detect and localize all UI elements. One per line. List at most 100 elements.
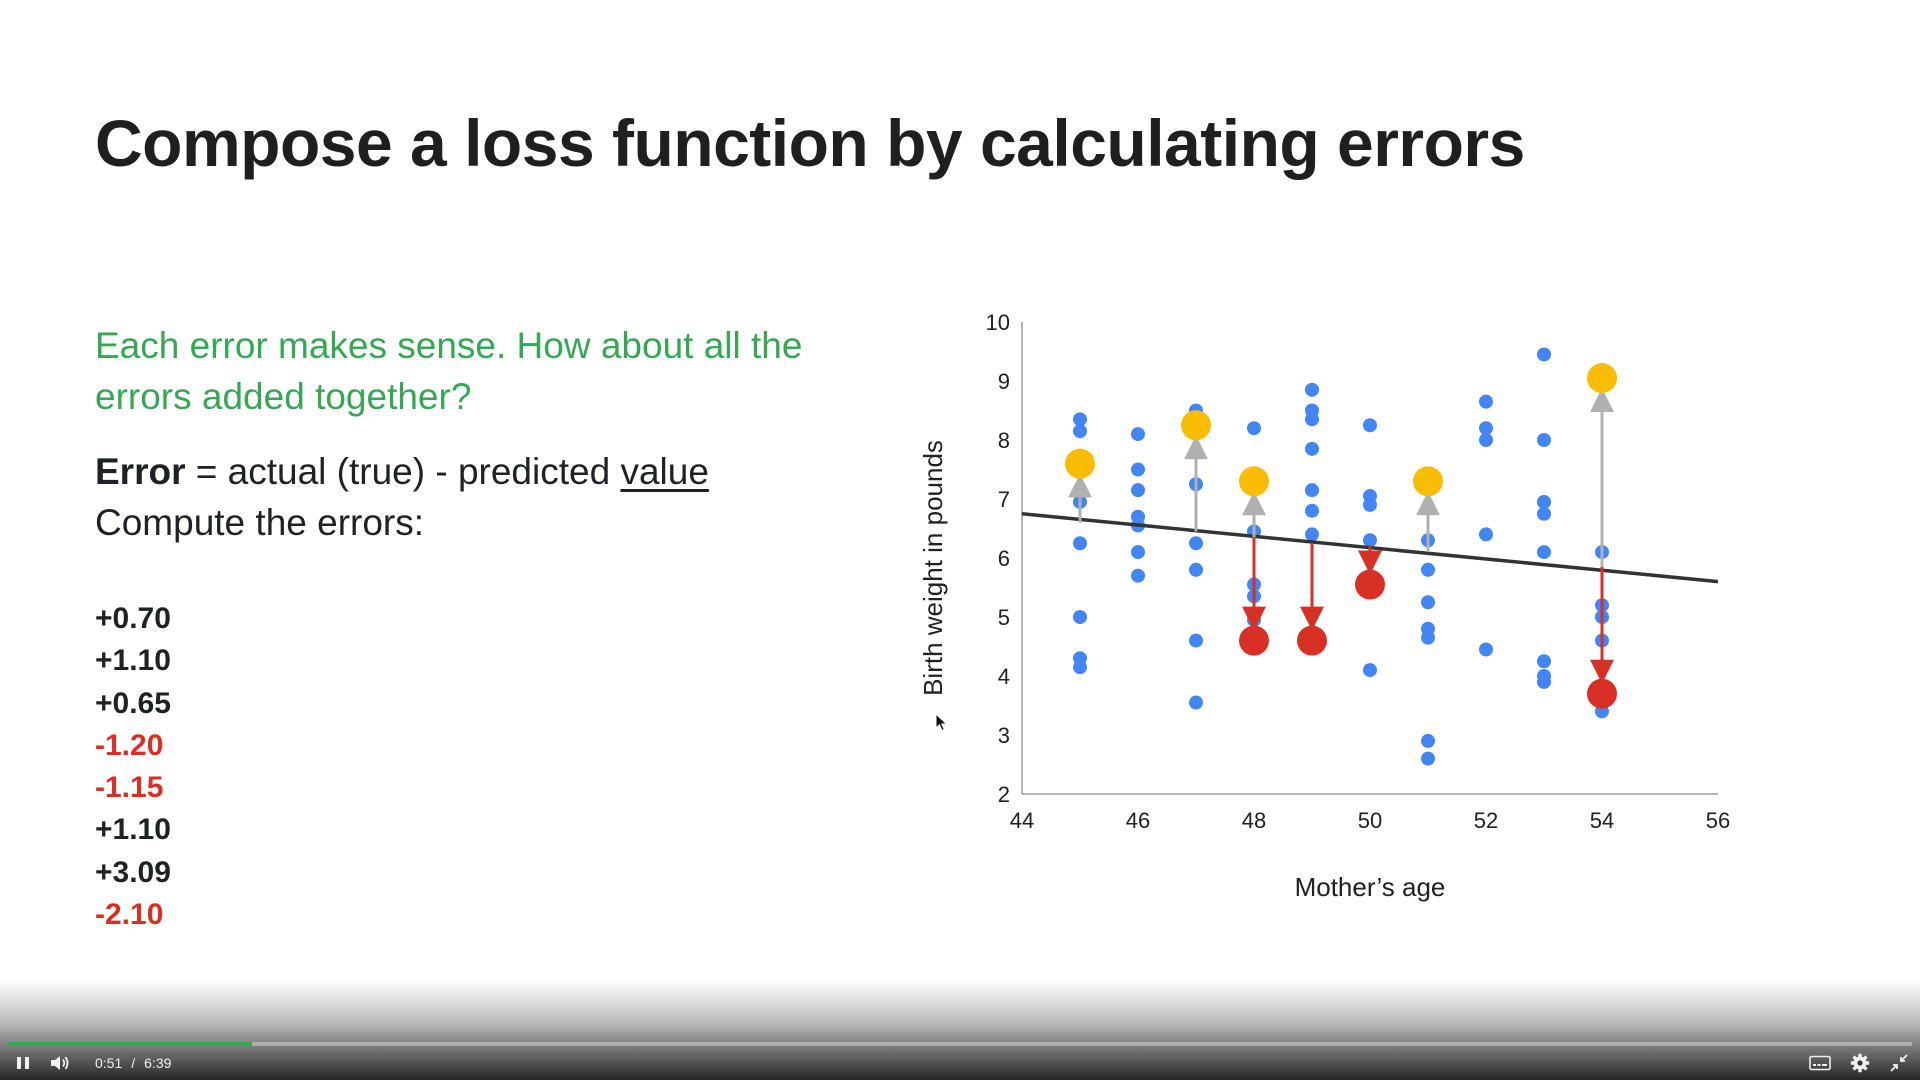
positive-error-point <box>1065 448 1095 479</box>
progress-fill <box>8 1042 252 1046</box>
x-tick-label: 54 <box>1590 808 1614 833</box>
data-point <box>1363 418 1377 433</box>
volume-icon <box>51 1056 69 1070</box>
progress-bar[interactable] <box>8 1042 1912 1046</box>
y-tick-label: 3 <box>998 723 1010 748</box>
formula-underlined: value <box>620 451 709 492</box>
data-point <box>1189 562 1203 577</box>
question-text: Each error makes sense. How about all th… <box>95 325 803 417</box>
error-value: +3.09 <box>95 855 171 889</box>
negative-error-point <box>1587 678 1617 709</box>
error-value: +0.70 <box>95 602 171 635</box>
data-point <box>1421 630 1435 645</box>
data-point <box>1363 497 1377 512</box>
y-tick-label: 2 <box>998 782 1010 807</box>
data-point <box>1479 394 1493 409</box>
positive-error-point <box>1239 466 1269 497</box>
error-value: +1.10 <box>95 813 171 847</box>
data-point <box>1073 412 1087 427</box>
data-point <box>1537 506 1551 521</box>
positive-error-point <box>1413 466 1443 497</box>
x-tick-label: 46 <box>1126 808 1150 833</box>
settings-button[interactable] <box>1845 1050 1875 1076</box>
captions-icon <box>1809 1055 1831 1071</box>
error-value: +0.65 <box>95 686 171 720</box>
data-point <box>1073 610 1087 624</box>
data-point <box>1131 568 1145 583</box>
data-point <box>1479 527 1493 542</box>
data-point <box>1073 424 1087 439</box>
x-axis-label: Mother’s age <box>1295 872 1446 902</box>
data-point <box>1537 494 1551 509</box>
data-point <box>1247 421 1261 436</box>
volume-button[interactable] <box>45 1050 75 1076</box>
duration: 6:39 <box>144 1055 172 1071</box>
data-point <box>1363 533 1377 548</box>
data-point <box>1073 660 1087 675</box>
y-tick-label: 7 <box>998 487 1010 512</box>
data-point <box>1073 536 1087 551</box>
data-point <box>1479 421 1493 436</box>
data-point <box>1131 483 1145 498</box>
x-tick-label: 48 <box>1242 808 1266 833</box>
y-tick-label: 9 <box>998 369 1010 394</box>
formula-bold: Error <box>95 451 186 492</box>
error-value: -2.10 <box>95 898 164 932</box>
player-controls <box>0 980 1920 1080</box>
error-value: -1.15 <box>95 771 164 805</box>
x-tick-label: 44 <box>1010 808 1034 833</box>
error-formula: Error = actual (true) - predicted value <box>95 446 709 497</box>
data-point <box>1189 695 1203 710</box>
gear-icon <box>1850 1053 1870 1073</box>
data-point <box>1363 663 1377 678</box>
data-point <box>1479 433 1493 447</box>
data-point <box>1421 733 1435 748</box>
x-tick-label: 50 <box>1358 808 1382 833</box>
pause-icon <box>17 1057 29 1069</box>
data-point <box>1479 642 1493 657</box>
y-axis-label: Birth weight in pounds <box>922 440 948 696</box>
negative-error-point <box>1355 569 1385 600</box>
data-point <box>1537 433 1551 447</box>
exit-fullscreen-button[interactable] <box>1884 1050 1914 1076</box>
data-point <box>1305 483 1319 498</box>
error-list: +0.70 +1.10 +0.65 -1.20 -1.15 +1.10 +3.09 -2.10 <box>95 598 171 936</box>
time-separator: / <box>131 1055 136 1071</box>
data-point <box>1305 527 1319 542</box>
compute-label: Compute the errors: <box>95 502 425 543</box>
y-tick-label: 10 <box>986 310 1010 335</box>
data-point <box>1131 545 1145 560</box>
data-point <box>1305 441 1319 456</box>
pause-button[interactable] <box>8 1050 38 1076</box>
data-point <box>1189 536 1203 551</box>
y-tick-label: 5 <box>998 605 1010 630</box>
time-display: 0:51 / 6:39 <box>95 1052 171 1074</box>
data-point <box>1305 382 1319 397</box>
positive-error-point <box>1181 410 1211 441</box>
data-point <box>1305 503 1319 518</box>
y-tick-label: 6 <box>998 546 1010 571</box>
formula-middle: = actual (true) - predicted <box>185 451 621 492</box>
data-point <box>1421 562 1435 577</box>
data-point <box>1537 347 1551 362</box>
x-tick-label: 52 <box>1474 808 1498 833</box>
data-point <box>1131 462 1145 477</box>
mouse-cursor-icon <box>935 713 948 732</box>
data-point <box>1131 427 1145 442</box>
current-time: 0:51 <box>95 1055 123 1071</box>
data-point <box>1189 633 1203 648</box>
error-value: +1.10 <box>95 644 171 678</box>
data-point <box>1537 545 1551 560</box>
data-point <box>1537 654 1551 669</box>
y-tick-label: 8 <box>998 428 1010 453</box>
data-point <box>1537 674 1551 689</box>
negative-error-point <box>1297 625 1327 656</box>
captions-button[interactable] <box>1805 1050 1835 1076</box>
data-point <box>1305 412 1319 427</box>
slide-title: Compose a loss function by calculating e… <box>95 106 1525 180</box>
exit-fullscreen-icon <box>1890 1054 1908 1072</box>
negative-error-point <box>1239 625 1269 656</box>
data-point <box>1421 751 1435 766</box>
